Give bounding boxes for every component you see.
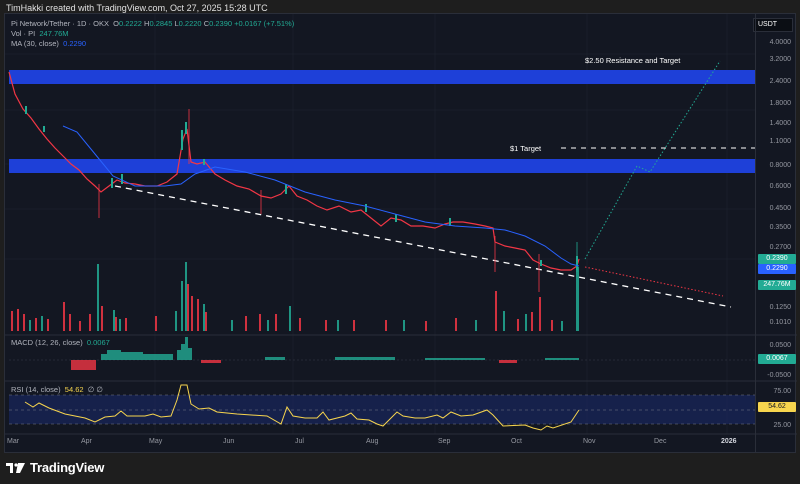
close-price-tag: 0.2390 <box>758 254 796 264</box>
volume-tag: 247.76M <box>758 280 796 290</box>
chart-canvas[interactable] <box>5 14 797 454</box>
time-axis[interactable]: Mar Apr May Jun Jul Aug Sep Oct Nov Dec … <box>7 438 737 445</box>
target-annotation[interactable]: $1 Target <box>510 144 542 153</box>
high-value: 0.2845 <box>149 19 173 28</box>
tradingview-logo-icon <box>6 462 25 473</box>
ma-value: 0.2290 <box>63 39 87 48</box>
currency-button[interactable]: USDT <box>753 18 793 32</box>
resistance-zone-080 <box>9 159 755 173</box>
symbol-name: Pi Network/Tether · 1D · OKX <box>11 19 109 28</box>
brand-name: TradingView <box>30 460 105 475</box>
ma-price-tag: 0.2290 <box>758 264 796 274</box>
open-value: 0.2222 <box>118 19 142 28</box>
rsi-legend[interactable]: RSI (14, close) 54.62 ∅ ∅ <box>11 385 103 394</box>
ma-legend[interactable]: MA (30, close) 0.2290 <box>11 39 87 48</box>
macd-legend[interactable]: MACD (12, 26, close) 0.0067 <box>11 338 110 347</box>
change-value: +0.0167 (+7.51%) <box>234 19 295 28</box>
rsi-tag: 54.62 <box>758 402 796 412</box>
symbol-legend[interactable]: Pi Network/Tether · 1D · OKX O0.2222 H0.… <box>11 19 295 28</box>
tradingview-logo[interactable]: TradingView <box>6 460 104 475</box>
volume-legend[interactable]: Vol · PI 247.76M <box>11 29 69 38</box>
chart-frame[interactable]: Pi Network/Tether · 1D · OKX O0.2222 H0.… <box>4 13 797 454</box>
price-axis[interactable]: 4.0000 3.2000 2.4000 1.8000 1.4000 1.100… <box>755 14 797 452</box>
chart-caption: TimHakki created with TradingView.com, O… <box>6 3 268 13</box>
resistance-annotation[interactable]: $2.50 Resistance and Target <box>585 56 681 65</box>
volume-value: 247.76M <box>39 29 69 38</box>
low-value: 0.2220 <box>178 19 202 28</box>
macd-value: 0.0067 <box>86 338 110 347</box>
macd-tag: 0.0067 <box>758 354 796 364</box>
close-value: 0.2390 <box>209 19 233 28</box>
resistance-zone-250 <box>9 70 755 84</box>
rsi-value: 54.62 <box>64 385 84 394</box>
